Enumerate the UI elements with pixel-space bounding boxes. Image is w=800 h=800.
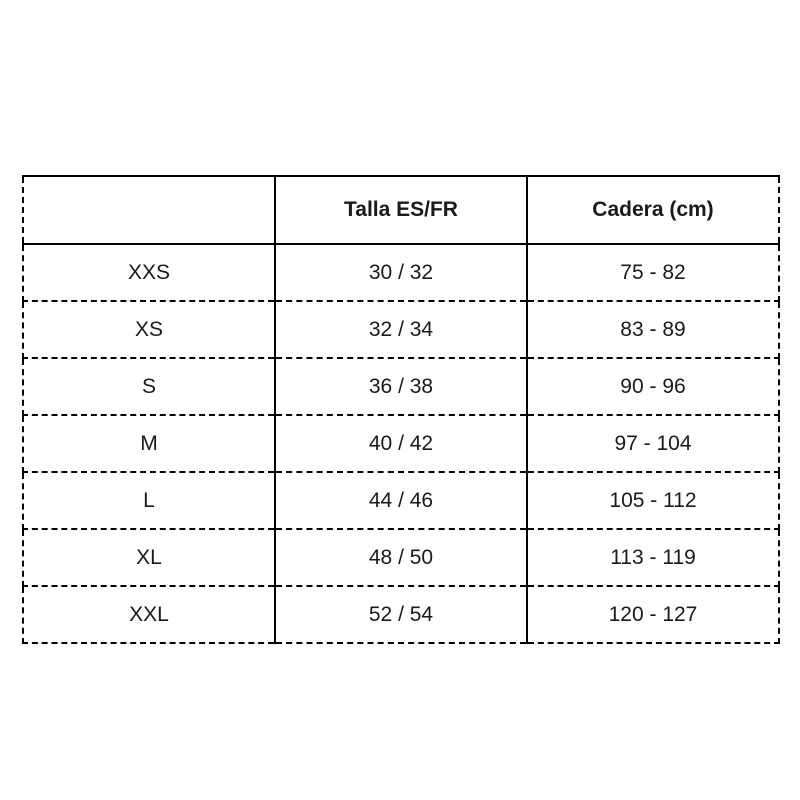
table-row: M 40 / 42 97 - 104	[23, 415, 779, 472]
size-label-cell: XL	[23, 529, 275, 586]
talla-cell: 52 / 54	[275, 586, 527, 643]
talla-cell: 40 / 42	[275, 415, 527, 472]
talla-cell: 36 / 38	[275, 358, 527, 415]
header-empty-cell	[23, 176, 275, 244]
table-header-row: Talla ES/FR Cadera (cm)	[23, 176, 779, 244]
talla-cell: 48 / 50	[275, 529, 527, 586]
size-label-cell: M	[23, 415, 275, 472]
header-cadera: Cadera (cm)	[527, 176, 779, 244]
cadera-cell: 83 - 89	[527, 301, 779, 358]
size-label-cell: L	[23, 472, 275, 529]
table-row: L 44 / 46 105 - 112	[23, 472, 779, 529]
size-chart-table: Talla ES/FR Cadera (cm) XXS 30 / 32 75 -…	[22, 175, 780, 644]
header-talla: Talla ES/FR	[275, 176, 527, 244]
size-label-cell: XXS	[23, 244, 275, 301]
cadera-cell: 120 - 127	[527, 586, 779, 643]
cadera-cell: 90 - 96	[527, 358, 779, 415]
size-label-cell: S	[23, 358, 275, 415]
size-label-cell: XXL	[23, 586, 275, 643]
table-row: XS 32 / 34 83 - 89	[23, 301, 779, 358]
table-row: S 36 / 38 90 - 96	[23, 358, 779, 415]
page-container: Talla ES/FR Cadera (cm) XXS 30 / 32 75 -…	[0, 0, 800, 800]
table-row: XXS 30 / 32 75 - 82	[23, 244, 779, 301]
cadera-cell: 97 - 104	[527, 415, 779, 472]
talla-cell: 30 / 32	[275, 244, 527, 301]
size-label-cell: XS	[23, 301, 275, 358]
cadera-cell: 105 - 112	[527, 472, 779, 529]
table-row: XXL 52 / 54 120 - 127	[23, 586, 779, 643]
cadera-cell: 113 - 119	[527, 529, 779, 586]
talla-cell: 32 / 34	[275, 301, 527, 358]
talla-cell: 44 / 46	[275, 472, 527, 529]
cadera-cell: 75 - 82	[527, 244, 779, 301]
table-row: XL 48 / 50 113 - 119	[23, 529, 779, 586]
